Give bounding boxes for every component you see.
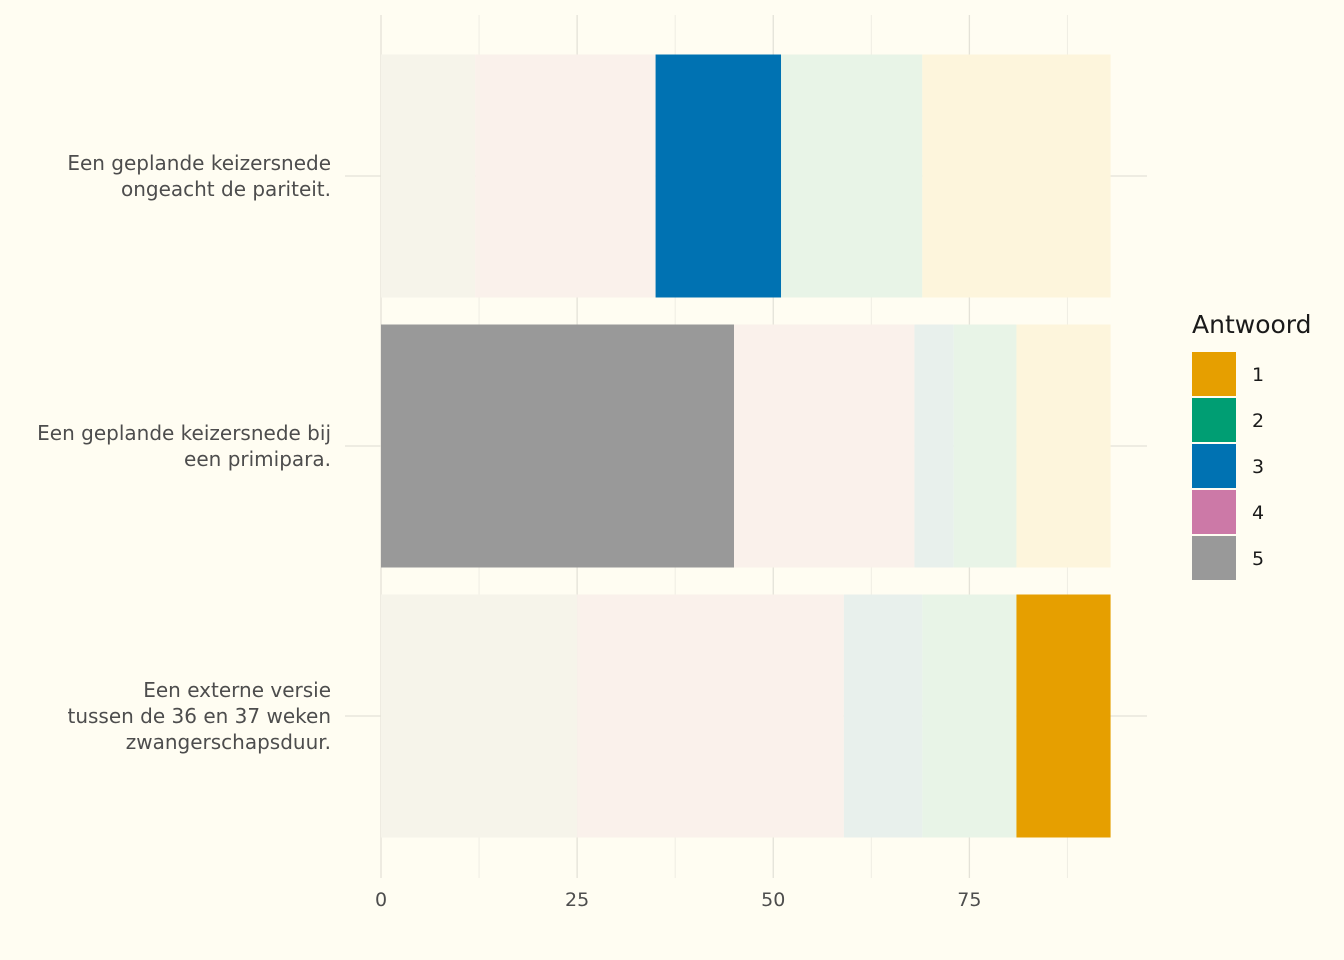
x-tick-label: 0 bbox=[375, 889, 387, 911]
category-label: tussen de 36 en 37 weken bbox=[67, 704, 331, 728]
bars bbox=[381, 54, 1111, 838]
legend-label-1: 1 bbox=[1252, 364, 1264, 386]
category-label: Een geplande keizersnede bij bbox=[37, 421, 331, 445]
x-tick-label: 75 bbox=[957, 889, 981, 911]
legend-key-5 bbox=[1192, 536, 1236, 580]
category-label: een primipara. bbox=[184, 447, 331, 471]
bar-segment-3 bbox=[655, 54, 782, 298]
category-label: ongeacht de pariteit. bbox=[121, 177, 331, 201]
legend-title: Antwoord bbox=[1192, 310, 1312, 339]
bar-segment-4 bbox=[734, 324, 915, 568]
bar-segment-4 bbox=[577, 594, 844, 838]
x-tick-label: 25 bbox=[565, 889, 589, 911]
legend-label-3: 3 bbox=[1252, 456, 1264, 478]
bar-segment-2 bbox=[922, 594, 1017, 838]
legend-label-4: 4 bbox=[1252, 502, 1264, 524]
bar-segment-2 bbox=[953, 324, 1017, 568]
category-label: Een externe versie bbox=[143, 678, 331, 702]
legend-key-4 bbox=[1192, 490, 1236, 534]
bar-segment-2 bbox=[781, 54, 923, 298]
bar-segment-1 bbox=[1016, 324, 1111, 568]
legend-key-1 bbox=[1192, 352, 1236, 396]
legend-label-2: 2 bbox=[1252, 410, 1264, 432]
x-tick-label: 50 bbox=[761, 889, 785, 911]
category-label: Een geplande keizersnede bbox=[67, 151, 331, 175]
legend-key-3 bbox=[1192, 444, 1236, 488]
bar-segment-5 bbox=[381, 594, 578, 838]
x-axis-ticks: 0 25 50 75 bbox=[375, 889, 982, 911]
bar-segment-5 bbox=[381, 54, 476, 298]
bar-segment-5 bbox=[381, 324, 735, 568]
bar-segment-1 bbox=[922, 54, 1111, 298]
legend: Antwoord 1 2 3 4 5 bbox=[1192, 310, 1312, 580]
bar-segment-3 bbox=[914, 324, 954, 568]
bar-segment-4 bbox=[475, 54, 656, 298]
category-label: zwangerschapsduur. bbox=[126, 730, 331, 754]
legend-label-5: 5 bbox=[1252, 548, 1264, 570]
legend-key-2 bbox=[1192, 398, 1236, 442]
bar-segment-1 bbox=[1016, 594, 1111, 838]
bar-segment-3 bbox=[843, 594, 923, 838]
